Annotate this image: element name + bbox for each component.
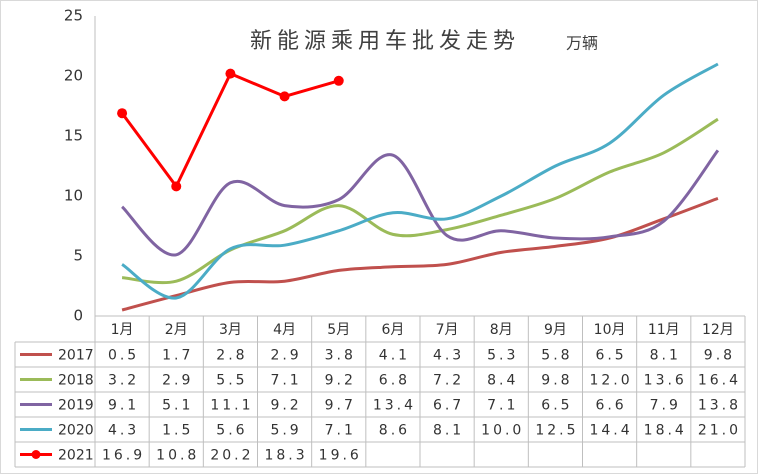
- series-line: [121, 62, 719, 300]
- table-value: 6.5: [541, 398, 572, 414]
- table-value: 7.1: [325, 423, 356, 439]
- table-value: 21.0: [698, 423, 741, 439]
- table-value: 2.9: [162, 373, 193, 389]
- table-value: 18.3: [264, 448, 307, 464]
- table-value: 13.8: [698, 398, 741, 414]
- table-value: 5.8: [541, 348, 572, 364]
- table-value: 9.1: [108, 398, 139, 414]
- table-value: 5.6: [216, 423, 247, 439]
- point-marker: [117, 108, 128, 119]
- x-tick-label: 5月: [327, 322, 350, 338]
- table-value: 16.4: [698, 373, 741, 389]
- table-value: 10.0: [481, 423, 524, 439]
- x-tick-label: 12月: [702, 322, 734, 338]
- table-value: 7.9: [650, 398, 681, 414]
- table-value: 6.8: [379, 373, 410, 389]
- x-tick-label: 3月: [219, 322, 242, 338]
- table-value: 8.4: [487, 373, 518, 389]
- table-value: 5.3: [487, 348, 518, 364]
- table-value: 5.5: [216, 373, 247, 389]
- legend-label: 2019: [58, 398, 94, 414]
- point-marker: [171, 181, 182, 192]
- point-marker: [225, 68, 236, 79]
- y-tick-label: 10: [64, 187, 83, 205]
- x-tick-label: 6月: [381, 322, 404, 338]
- table-value: 3.2: [108, 373, 139, 389]
- x-tick-label: 11月: [648, 322, 680, 338]
- y-tick-label: 5: [73, 247, 83, 265]
- x-tick-label: 10月: [594, 322, 626, 338]
- table-value: 12.0: [589, 373, 632, 389]
- x-tick-label: 1月: [111, 322, 134, 338]
- y-tick-label: 20: [64, 67, 83, 85]
- table-value: 2.9: [270, 348, 301, 364]
- point-marker: [279, 91, 290, 102]
- table-value: 5.9: [270, 423, 301, 439]
- legend-label: 2017: [58, 348, 94, 364]
- table-value: 1.5: [162, 423, 193, 439]
- chart-title: 新能源乘用车批发走势: [250, 29, 520, 54]
- table-value: 19.6: [319, 448, 362, 464]
- series-line: [121, 149, 720, 257]
- table-value: 4.3: [433, 348, 464, 364]
- legend-label: 2021: [58, 448, 94, 464]
- table-value: 8.6: [379, 423, 410, 439]
- table-value: 4.1: [379, 348, 410, 364]
- table-value: 4.3: [108, 423, 139, 439]
- table-value: 7.1: [270, 373, 301, 389]
- table-value: 20.2: [210, 448, 253, 464]
- table-value: 9.8: [541, 373, 572, 389]
- table-value: 6.7: [433, 398, 464, 414]
- table-value: 9.2: [325, 373, 356, 389]
- table-value: 2.8: [216, 348, 247, 364]
- table-value: 8.1: [433, 423, 464, 439]
- legend-label: 2018: [58, 373, 94, 389]
- table-value: 6.6: [595, 398, 626, 414]
- x-tick-label: 2月: [165, 322, 188, 338]
- table-value: 9.8: [704, 348, 735, 364]
- table-value: 12.5: [535, 423, 578, 439]
- x-tick-label: 8月: [490, 322, 513, 338]
- table-value: 1.7: [162, 348, 193, 364]
- table-value: 0.5: [108, 348, 139, 364]
- table-value: 9.2: [270, 398, 301, 414]
- x-tick-label: 9月: [544, 322, 567, 338]
- table-value: 8.1: [650, 348, 681, 364]
- y-tick-label: 0: [73, 307, 83, 325]
- table-value: 5.1: [162, 398, 193, 414]
- y-tick-label: 15: [64, 127, 83, 145]
- table-value: 13.4: [373, 398, 416, 414]
- table-value: 3.8: [325, 348, 356, 364]
- table-value: 7.1: [487, 398, 518, 414]
- table-value: 9.7: [325, 398, 356, 414]
- table-value: 18.4: [644, 423, 687, 439]
- table-value: 6.5: [595, 348, 626, 364]
- table-value: 16.9: [102, 448, 145, 464]
- y-tick-label: 25: [64, 7, 83, 25]
- table-value: 13.6: [644, 373, 687, 389]
- table-value: 10.8: [156, 448, 199, 464]
- legend-marker: [31, 450, 41, 459]
- table-value: 7.2: [433, 373, 464, 389]
- x-tick-label: 4月: [273, 322, 296, 338]
- table-value: 11.1: [210, 398, 253, 414]
- legend-label: 2020: [58, 423, 94, 439]
- x-tick-label: 7月: [436, 322, 459, 338]
- point-marker: [333, 75, 344, 86]
- chart-subtitle: 万辆: [566, 34, 598, 53]
- table-value: 14.4: [589, 423, 632, 439]
